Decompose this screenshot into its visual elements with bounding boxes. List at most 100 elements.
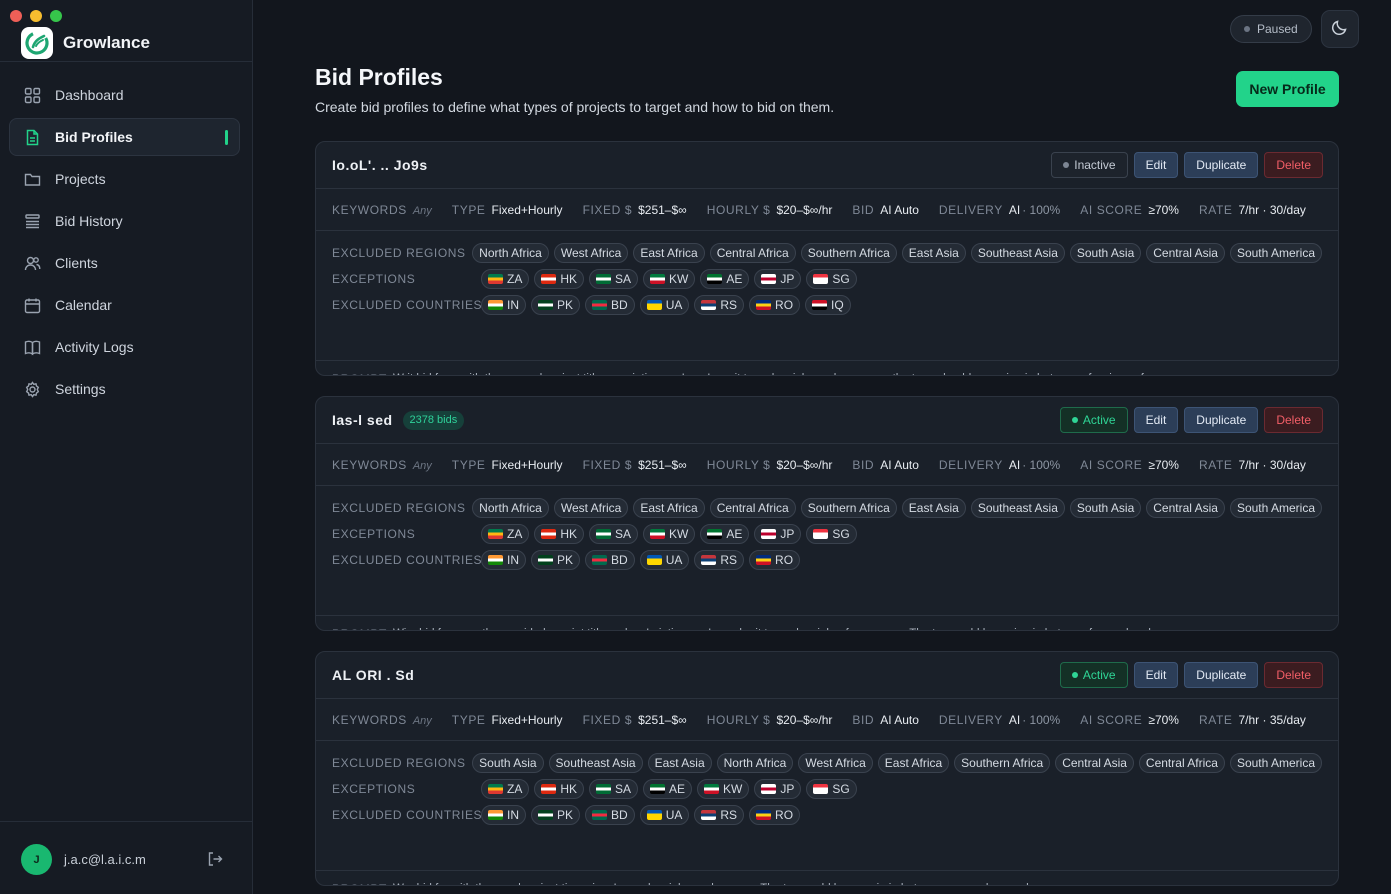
- bot-status-pill[interactable]: Paused: [1230, 15, 1312, 43]
- flag-icon: [488, 555, 503, 565]
- tag-label: KW: [669, 272, 689, 286]
- field-label: DELIVERY: [938, 712, 1003, 727]
- region-tag: Southern Africa: [954, 753, 1051, 773]
- status-toggle-button[interactable]: Active: [1059, 662, 1128, 688]
- flag-icon: [541, 529, 557, 539]
- logout-icon[interactable]: [207, 851, 223, 867]
- status-label: Inactive: [1074, 158, 1116, 172]
- delete-button[interactable]: Delete: [1264, 407, 1323, 433]
- sidebar-item-projects[interactable]: Projects: [9, 160, 240, 198]
- excluded-regions-row: EXCLUDED REGIONS South Asia Southeast Asi…: [332, 750, 1322, 776]
- tag-label: SA: [615, 272, 632, 286]
- tag-label: AE: [726, 272, 743, 286]
- field-value: 7/hr · 30/day: [1238, 457, 1306, 472]
- maximize-window-button[interactable]: [50, 10, 62, 22]
- field-value: · 100%: [1022, 712, 1061, 727]
- duplicate-button[interactable]: Duplicate: [1184, 407, 1259, 433]
- status-toggle-button[interactable]: Inactive: [1051, 152, 1128, 178]
- field-value: AI: [1008, 712, 1021, 727]
- flag-icon: [592, 810, 608, 820]
- profile-filters: EXCLUDED REGIONS South Asia Southeast Asi…: [316, 741, 1338, 871]
- brand[interactable]: Growlance: [21, 27, 150, 59]
- flag-icon: [538, 300, 553, 310]
- field-label: AI SCORE: [1080, 202, 1143, 217]
- sidebar-item-activity-logs[interactable]: Activity Logs: [9, 328, 240, 366]
- window-controls: [10, 10, 62, 22]
- field-value: $251–$∞: [638, 202, 687, 217]
- flag-icon: [596, 274, 612, 284]
- profile-card-1: Io.oL'. .. Jo9s Inactive Edit Duplicate …: [315, 141, 1339, 376]
- field-label: TYPE: [451, 712, 486, 727]
- status-toggle-button[interactable]: Active: [1059, 407, 1128, 433]
- country-tag: HK: [534, 779, 585, 799]
- flag-icon: [756, 300, 772, 310]
- field-value: Any: [412, 459, 432, 472]
- prompt-text: W a bid for with the pro d project ti es…: [393, 883, 1322, 885]
- book-icon: [23, 338, 41, 356]
- theme-toggle-button[interactable]: [1321, 10, 1359, 48]
- status-dot: [1063, 162, 1070, 168]
- tag-label: IQ: [831, 298, 844, 312]
- region-tag: East Asia: [901, 498, 966, 518]
- sidebar-item-bid-history[interactable]: Bid History: [9, 202, 240, 240]
- users-icon: [23, 254, 41, 272]
- tag-label: East Africa: [884, 756, 943, 770]
- gear-icon: [23, 380, 41, 398]
- country-tag: RS: [694, 805, 745, 825]
- field-value: AI: [1008, 202, 1021, 217]
- tag-label: ZA: [507, 782, 523, 796]
- edit-button[interactable]: Edit: [1133, 662, 1179, 688]
- delete-button[interactable]: Delete: [1264, 152, 1323, 178]
- field-value: ≥70%: [1148, 457, 1179, 472]
- tag-label: PK: [557, 808, 574, 822]
- country-tag: SG: [806, 779, 857, 799]
- flag-icon: [701, 810, 717, 820]
- row-label: EXCLUDED REGIONS: [332, 756, 466, 770]
- duplicate-button[interactable]: Duplicate: [1184, 152, 1259, 178]
- tag-label: Central Africa: [716, 501, 789, 515]
- country-tag: RO: [749, 550, 801, 570]
- sidebar-item-dashboard[interactable]: Dashboard: [9, 76, 240, 114]
- region-tag: South America: [1229, 243, 1322, 263]
- sidebar-item-calendar[interactable]: Calendar: [9, 286, 240, 324]
- sidebar-item-label: Activity Logs: [55, 339, 134, 355]
- profile-actions: Active Edit Duplicate Delete: [1059, 407, 1323, 433]
- close-window-button[interactable]: [10, 10, 22, 22]
- sidebar-item-label: Dashboard: [55, 87, 124, 103]
- status-label: Active: [1082, 413, 1116, 427]
- exception-tags: ZA HK SA KW AE JP SG: [481, 269, 857, 289]
- type-field: TYPE Fixed+Hourly: [452, 203, 563, 217]
- profile-card-2: Ias-l sed 2378 bids Active Edit Duplicat…: [315, 396, 1339, 631]
- region-tag: North Africa: [716, 753, 794, 773]
- region-tag: Southeast Asia: [548, 753, 643, 773]
- tag-label: SG: [832, 272, 850, 286]
- row-label: EXCEPTIONS: [332, 272, 416, 286]
- region-tag: East Asia: [901, 243, 966, 263]
- flag-icon: [541, 274, 557, 284]
- sidebar-item-bid-profiles[interactable]: Bid Profiles: [9, 118, 240, 156]
- growlance-logo-icon: [21, 27, 53, 59]
- calendar-icon: [23, 296, 41, 314]
- sidebar-item-clients[interactable]: Clients: [9, 244, 240, 282]
- tag-label: South America: [1236, 501, 1315, 515]
- user-profile[interactable]: J j.a.c@l.a.i.c.m: [21, 844, 184, 875]
- new-profile-button[interactable]: New Profile: [1236, 71, 1339, 107]
- edit-button[interactable]: Edit: [1133, 152, 1179, 178]
- delete-button[interactable]: Delete: [1264, 662, 1323, 688]
- profile-text-preview: PROMPT Writ bid for n with the prov ed pr…: [316, 361, 1338, 375]
- flag-icon: [488, 784, 503, 794]
- tag-label: IN: [507, 808, 519, 822]
- edit-button[interactable]: Edit: [1133, 407, 1179, 433]
- field-label: KEYWORDS: [332, 712, 407, 727]
- field-value: AI Auto: [880, 202, 919, 217]
- flag-icon: [650, 784, 666, 794]
- row-label: EXCLUDED COUNTRIES: [332, 553, 483, 567]
- excluded-countries-row: EXCLUDED COUNTRIES IN PK BD UA RS RO: [332, 802, 1322, 828]
- duplicate-button[interactable]: Duplicate: [1184, 662, 1259, 688]
- field-label: TYPE: [451, 202, 486, 217]
- country-tags: IN PK BD UA RS RO: [481, 805, 801, 825]
- list-icon: [23, 212, 41, 230]
- minimize-window-button[interactable]: [30, 10, 42, 22]
- country-tag: KW: [643, 269, 696, 289]
- sidebar-item-settings[interactable]: Settings: [9, 370, 240, 408]
